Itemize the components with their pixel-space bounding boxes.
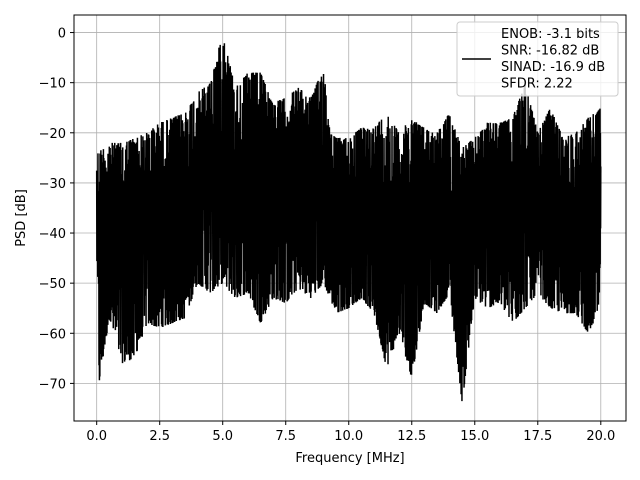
x-tick-label: 5.0 [212, 429, 233, 444]
y-tick-label: −70 [39, 377, 66, 392]
y-tick-label: −10 [39, 77, 66, 92]
legend-box [456, 21, 619, 97]
psd-series-line [95, 43, 602, 402]
x-tick-label: 12.5 [397, 429, 426, 444]
y-tick-label: −50 [39, 277, 66, 292]
x-tick-label: 15.0 [460, 429, 489, 444]
x-tick-label: 0.0 [86, 429, 107, 444]
y-tick-label: −20 [39, 127, 66, 142]
x-axis-ticks: 0.0 2.5 5.0 7.5 10.0 12.5 15.0 17.5 20.0 [86, 421, 615, 444]
legend-sfdr: SFDR: 2.22 [501, 77, 573, 92]
legend-enob: ENOB: -3.1 bits [501, 27, 600, 42]
y-tick-label: −40 [39, 227, 66, 242]
legend: ENOB: -3.1 bits SNR: -16.82 dB SINAD: -1… [456, 21, 619, 97]
legend-sinad: SINAD: -16.9 dB [501, 60, 605, 75]
y-tick-label: 0 [58, 27, 66, 42]
y-tick-label: −30 [39, 177, 66, 192]
y-tick-label: −60 [39, 327, 66, 342]
x-tick-label: 10.0 [334, 429, 363, 444]
y-axis-ticks: 0 −10 −20 −30 −40 −50 −60 −70 [39, 27, 74, 392]
x-tick-label: 17.5 [523, 429, 552, 444]
x-tick-label: 2.5 [149, 429, 170, 444]
y-axis-label: PSD [dB] [14, 189, 29, 247]
x-tick-label: 20.0 [586, 429, 615, 444]
legend-snr: SNR: -16.82 dB [501, 44, 599, 59]
x-axis-label: Frequency [MHz] [295, 451, 404, 466]
series-layer [95, 43, 602, 402]
x-tick-label: 7.5 [275, 429, 296, 444]
plot-area-frame [73, 14, 627, 422]
